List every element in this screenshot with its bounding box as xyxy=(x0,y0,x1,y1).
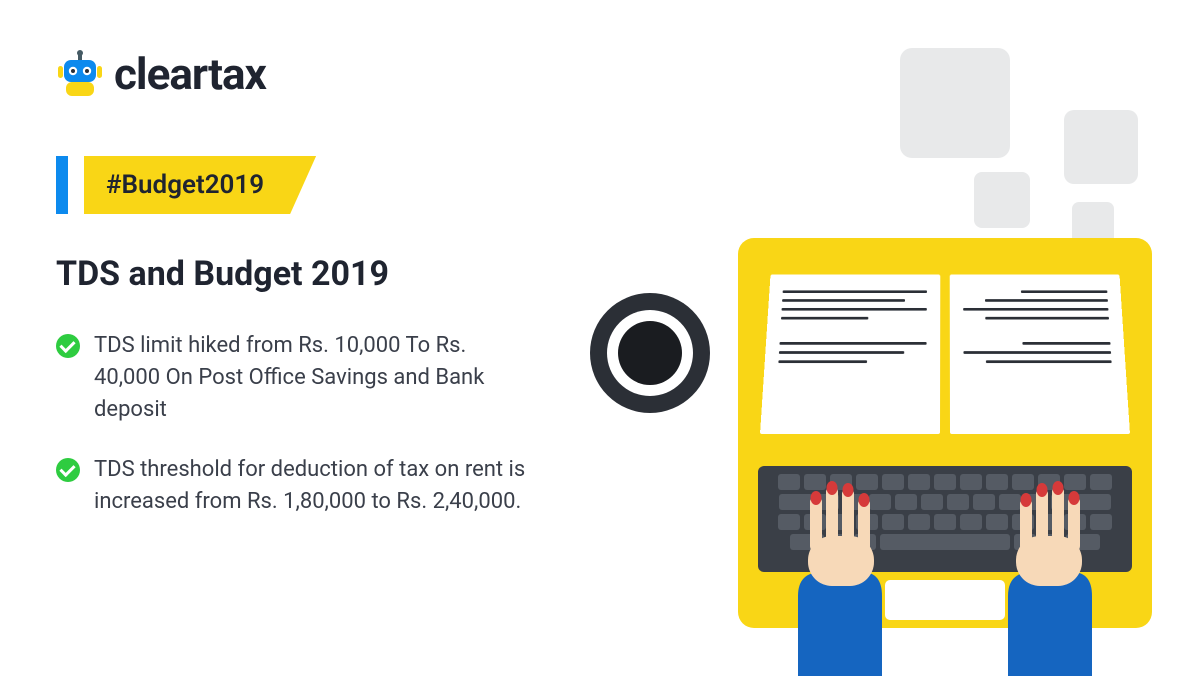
screen-documents xyxy=(760,275,1130,434)
laptop-illustration xyxy=(738,238,1152,628)
coffee-liquid xyxy=(618,321,682,385)
laptop-screen xyxy=(738,238,1152,452)
check-icon xyxy=(56,334,80,358)
deco-square xyxy=(974,172,1030,228)
brand-name: cleartax xyxy=(114,48,266,100)
illustration-column xyxy=(560,0,1200,628)
coffee-cup-icon xyxy=(590,293,710,413)
document-right xyxy=(950,275,1130,434)
deco-square xyxy=(900,48,1010,158)
hashtag-tag: #Budget2019 xyxy=(56,156,560,214)
check-icon xyxy=(56,458,80,482)
bullet-list: TDS limit hiked from Rs. 10,000 To Rs. 4… xyxy=(56,330,560,517)
bullet-text: TDS threshold for deduction of tax on re… xyxy=(94,454,534,518)
content-column: cleartax #Budget2019 TDS and Budget 2019… xyxy=(0,0,560,628)
bullet-item: TDS limit hiked from Rs. 10,000 To Rs. 4… xyxy=(56,330,560,426)
infographic-container: cleartax #Budget2019 TDS and Budget 2019… xyxy=(0,0,1200,628)
trackpad xyxy=(885,580,1005,620)
right-hand-icon xyxy=(992,476,1112,676)
document-left xyxy=(760,275,940,434)
tag-label: #Budget2019 xyxy=(84,156,316,214)
bullet-text: TDS limit hiked from Rs. 10,000 To Rs. 4… xyxy=(94,330,534,426)
left-hand-icon xyxy=(778,476,898,676)
deco-square xyxy=(1064,110,1138,184)
laptop-deck xyxy=(738,452,1152,628)
mascot-icon xyxy=(56,50,104,98)
headline: TDS and Budget 2019 xyxy=(56,254,560,294)
tag-accent-bar xyxy=(56,156,68,214)
bullet-item: TDS threshold for deduction of tax on re… xyxy=(56,454,560,518)
cup-rim xyxy=(607,310,693,396)
brand-logo: cleartax xyxy=(56,48,560,100)
